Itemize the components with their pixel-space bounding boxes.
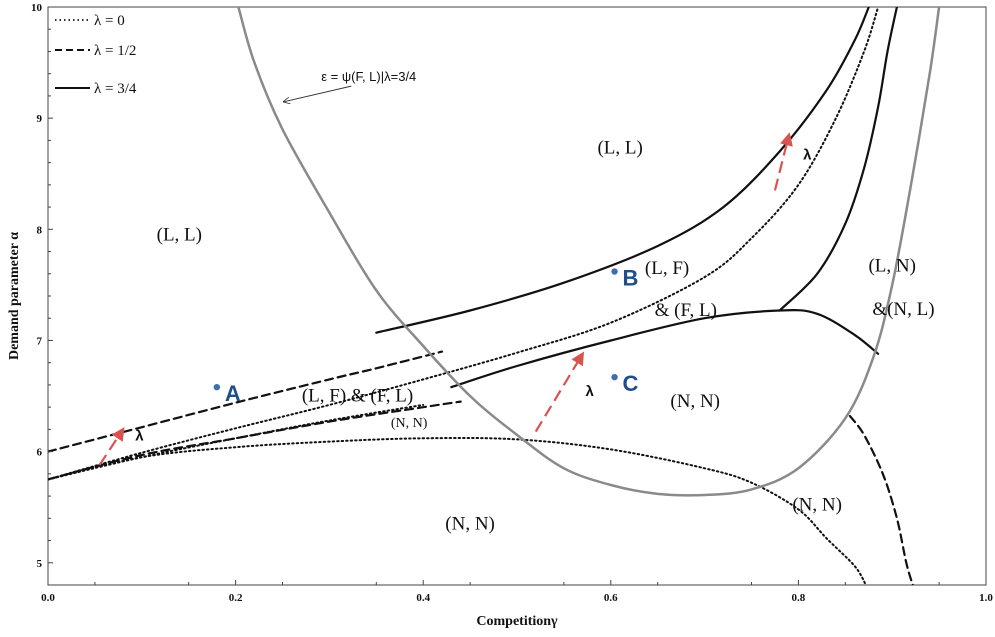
curve-lambda-0-2 [48,403,425,481]
y-tick-label-4: 9 [37,113,43,125]
x-tick-label-3: 0.6 [604,592,618,604]
region-label-6: (N, N) [670,391,720,412]
lambda-arrow-label-1: λ [585,383,594,400]
curve-lambda-0-0 [48,436,867,585]
plot-frame [47,6,987,586]
x-tick-label-5: 1.0 [979,592,993,604]
x-tick-label-4: 0.8 [792,592,806,604]
lambda-arrow-label-2: λ [803,146,812,163]
lambda-arrow-label-0: λ [135,428,144,445]
region-label-5: (N, N) [391,416,428,431]
annotation-layer: ε = ψ(F, L)|λ=3/4 [284,69,416,102]
y-tick-label-1: 6 [37,447,43,459]
legend-label-3: λ = 3/4 [94,81,137,97]
x-tick-label-2: 0.4 [416,592,430,604]
curve-lambda-3/4-7 [450,309,880,389]
region-label-2: (L, F) [645,258,689,279]
lambda-arrow-1 [534,351,585,433]
y-tick-label-5: 10 [31,2,43,14]
y-tick-label-2: 7 [37,335,43,347]
point-B [611,268,618,275]
legend-label-2: λ = 1/2 [94,43,136,59]
curve-lambda-1/2-5 [848,414,914,585]
y-tick-label-3: 8 [37,224,43,236]
lambda-arrow-0 [98,427,125,466]
y-tick-label-0: 5 [37,558,43,570]
region-label-9: (L, N) [868,256,915,277]
lambda-arrow-2 [773,132,793,191]
curves-layer [48,7,941,585]
region-label-0: (L, L) [157,224,202,245]
annotation-text: ε = ψ(F, L)|λ=3/4 [321,69,416,84]
ticks-layer: 0.0 0.2 0.4 0.6 0.8 1.0 5 6 7 8 9 10 [31,2,993,604]
curve-lambda-1/2-3 [48,350,444,453]
point-C [611,373,618,381]
curve-lambda-1/2-4 [48,400,462,481]
points-layer: A B C [213,266,639,406]
x-tick-label-0: 0.0 [41,592,55,604]
region-label-10: &(N, L) [872,299,934,320]
x-tick-label-1: 0.2 [229,592,243,604]
region-label-8: (N, N) [792,495,842,516]
legend-label-1: λ = 0 [94,13,125,29]
curve-lambda-3/4-8 [778,7,898,312]
region-label-1: (L, L) [597,138,642,159]
arrows-layer: λ λ λ [98,132,812,466]
x-axis-title: Competitionγ [476,614,558,629]
point-label-B: B [623,266,639,291]
point-A [213,383,221,391]
curve-epsilon-boundary-9 [237,7,941,497]
curve-lambda-0-1 [48,7,880,481]
point-label-A: A [225,381,241,406]
region-label-4: (L, F) & (F, L) [302,386,413,407]
legend: λ = 0 λ = 1/2 λ = 3/4 [55,13,137,97]
regions-layer: (L, L) (L, L) (L, F) & (F, L) (L, F) & (F, L… [157,138,935,535]
region-label-3: & (F, L) [655,300,717,321]
y-axis-title: Demand parameter α [7,232,22,360]
point-label-C: C [623,371,639,396]
curve-lambda-3/4-6 [375,7,870,334]
region-label-7: (N, N) [445,513,495,534]
annotation-pointer [284,85,352,102]
